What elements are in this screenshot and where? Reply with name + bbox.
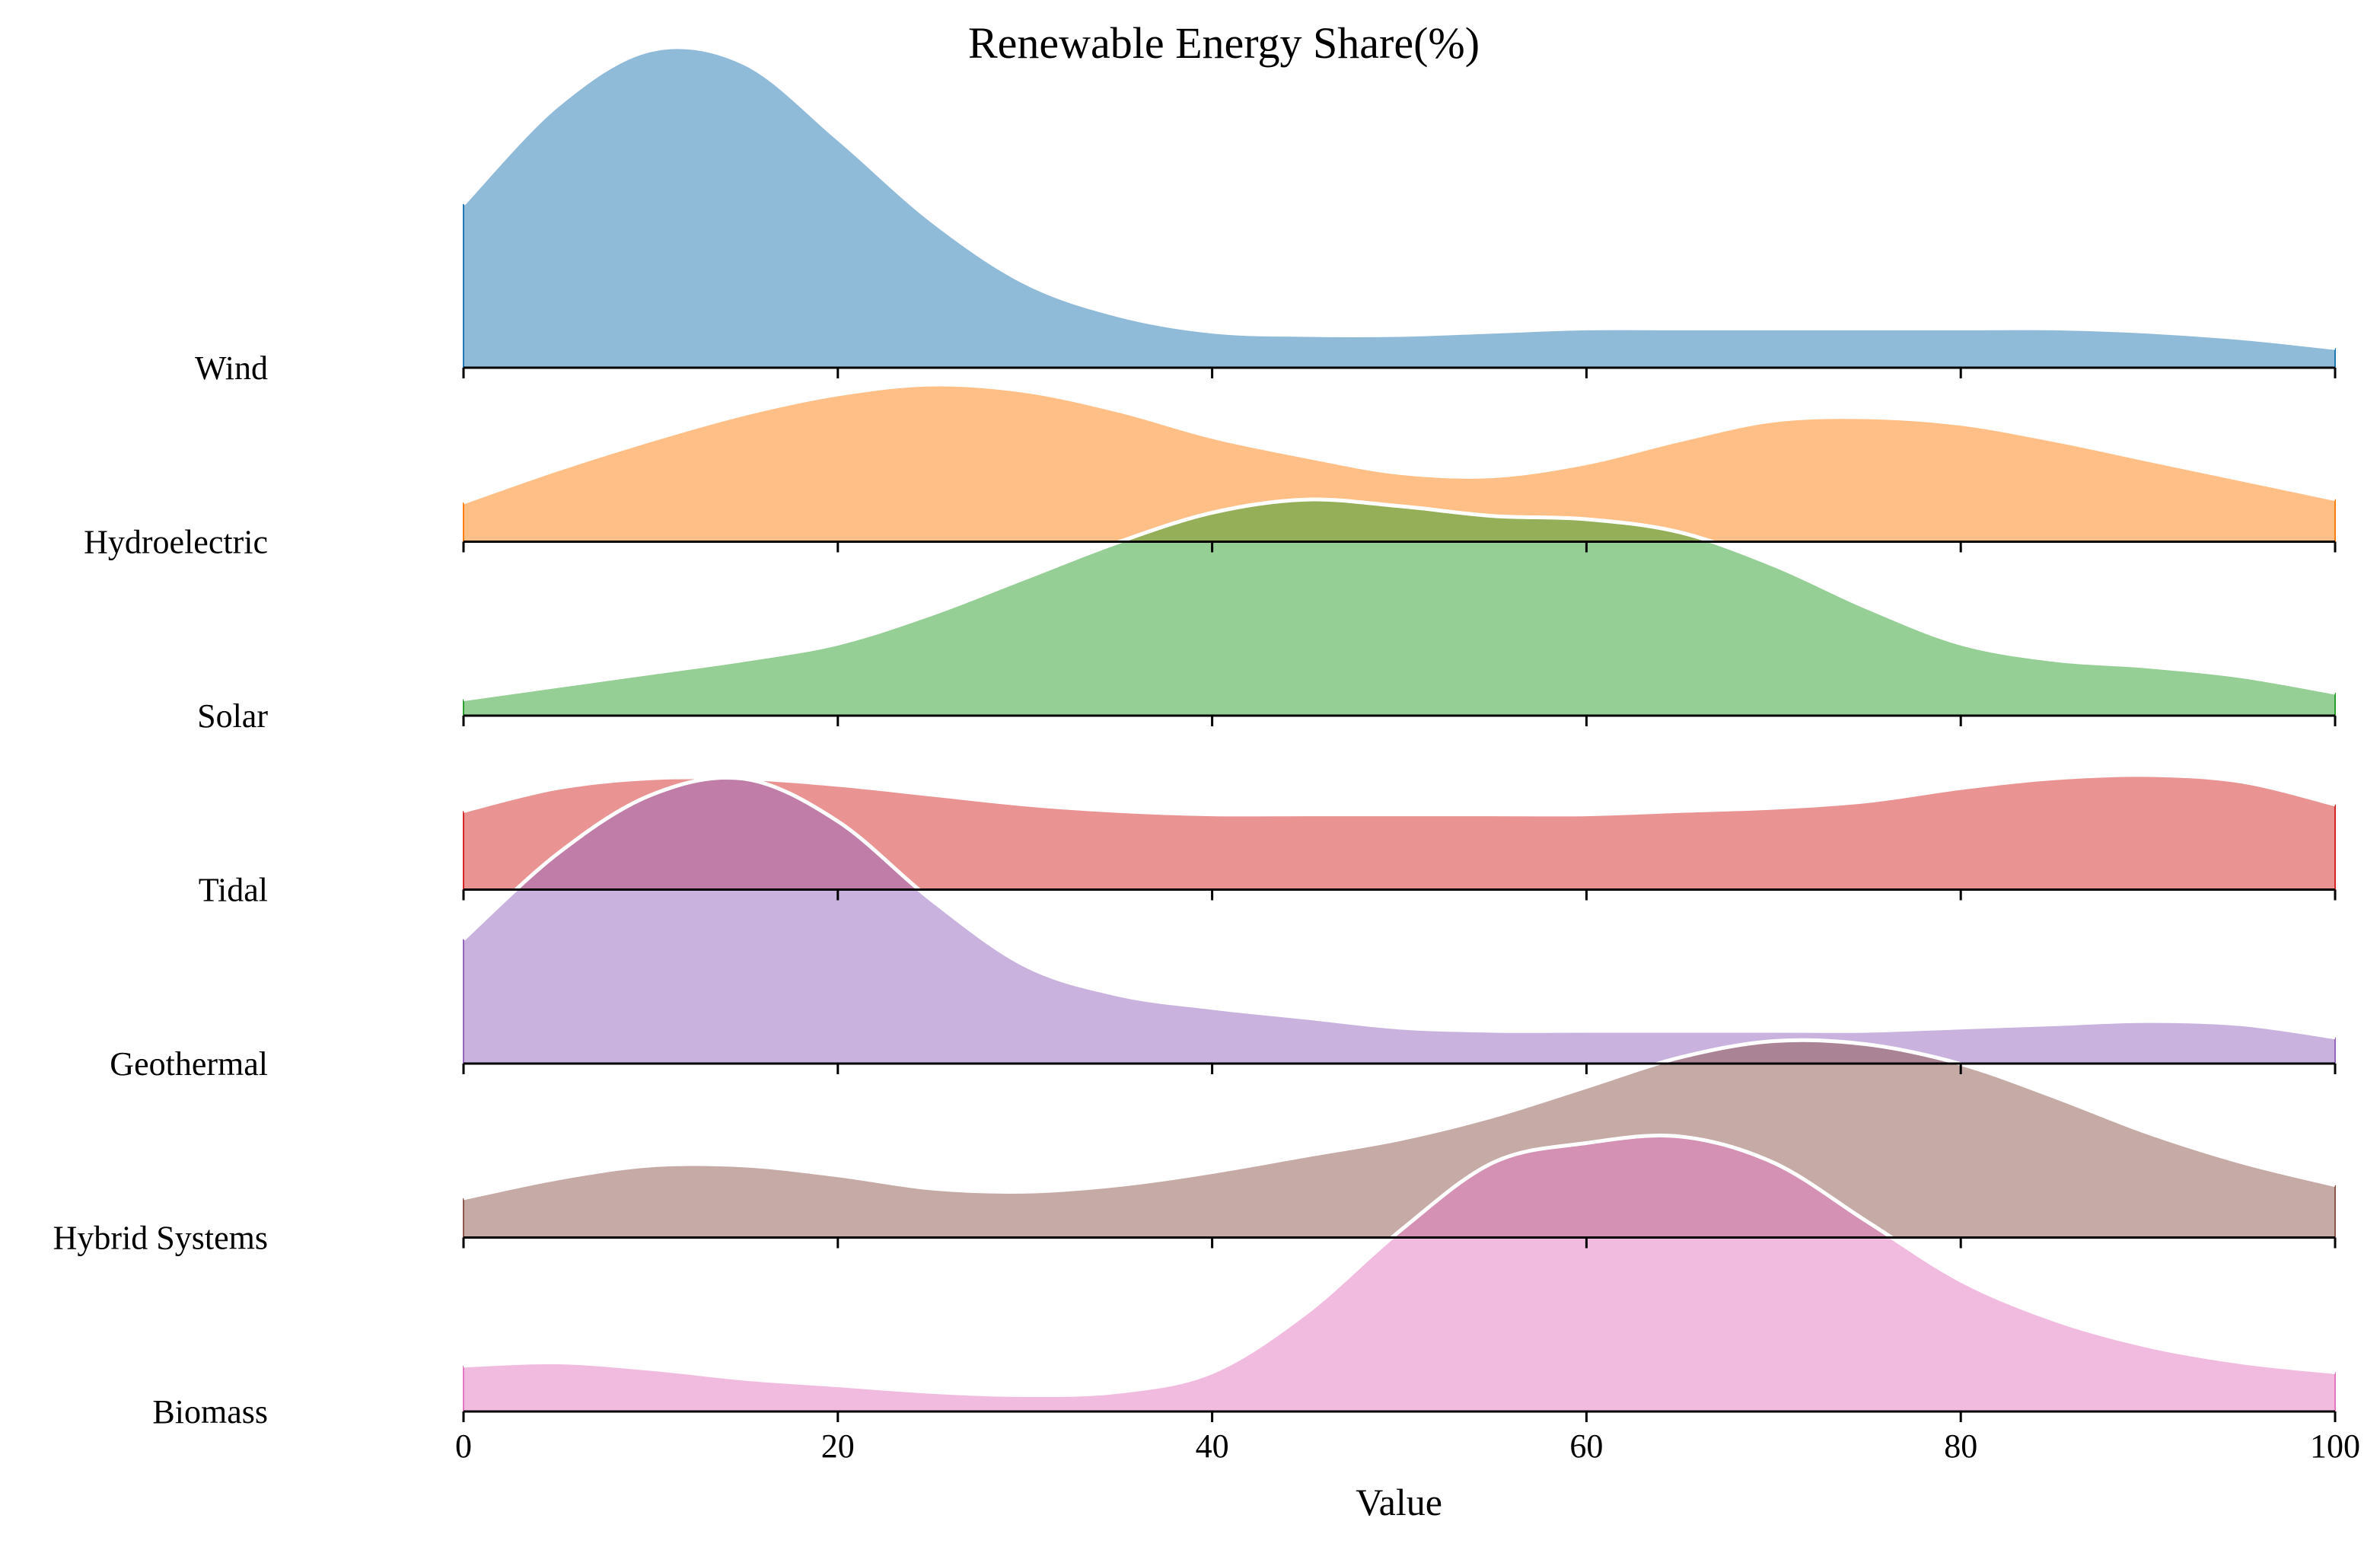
ridge-area-hydroelectric (464, 384, 2335, 542)
ridge-outline-solar (463, 497, 2336, 701)
ridge-area-biomass (464, 1135, 2335, 1411)
ridge-label-wind: Wind (195, 349, 268, 387)
x-tick-label: 60 (1569, 1427, 1603, 1465)
x-tick-label: 0 (455, 1427, 472, 1465)
x-tick-label: 40 (1196, 1427, 1229, 1465)
ridge-label-tidal: Tidal (199, 872, 268, 909)
ridge-area-solar (464, 499, 2335, 716)
ridge-axes: Wind Hydroelectric Solar Tidal Geothermal Hyb… (53, 349, 2360, 1465)
ridge-outline-hybrid-systems (463, 1038, 2336, 1201)
ridge-geothermal (462, 775, 2336, 1064)
ridge-wind (462, 45, 2336, 368)
x-tick-label: 20 (821, 1427, 855, 1465)
ridge-label-hydroelectric: Hydroelectric (84, 524, 268, 561)
ridge-hydroelectric (463, 382, 2336, 542)
ridge-tidal (463, 773, 2336, 890)
ridge-area-wind (464, 46, 2335, 368)
ridge-layers (462, 45, 2336, 1411)
ridge-label-solar: Solar (197, 697, 268, 735)
x-tick-label: 80 (1944, 1427, 1977, 1465)
ridge-area-geothermal (464, 777, 2335, 1064)
x-tick-label: 100 (2310, 1427, 2360, 1465)
ridge-outline-geothermal (462, 775, 2336, 1040)
ridge-biomass (463, 1134, 2336, 1411)
ridge-area-hybrid-systems (464, 1040, 2335, 1238)
ridge-label-geothermal: Geothermal (110, 1045, 268, 1083)
ridge-label-biomass: Biomass (152, 1393, 268, 1431)
ridge-outline-tidal (463, 773, 2336, 817)
ridge-outline-wind (462, 45, 2336, 350)
ridge-outline-biomass (463, 1134, 2336, 1398)
x-axis-title: Value (1356, 1481, 1442, 1523)
ridge-label-hybrid-systems: Hybrid Systems (53, 1220, 268, 1257)
ridge-solar (463, 497, 2336, 716)
ridge-outline-hydroelectric (463, 382, 2336, 505)
ridge-area-tidal (464, 774, 2335, 890)
ridge-hybrid-systems (463, 1038, 2336, 1238)
chart-title: Renewable Energy Share(%) (968, 18, 1480, 68)
